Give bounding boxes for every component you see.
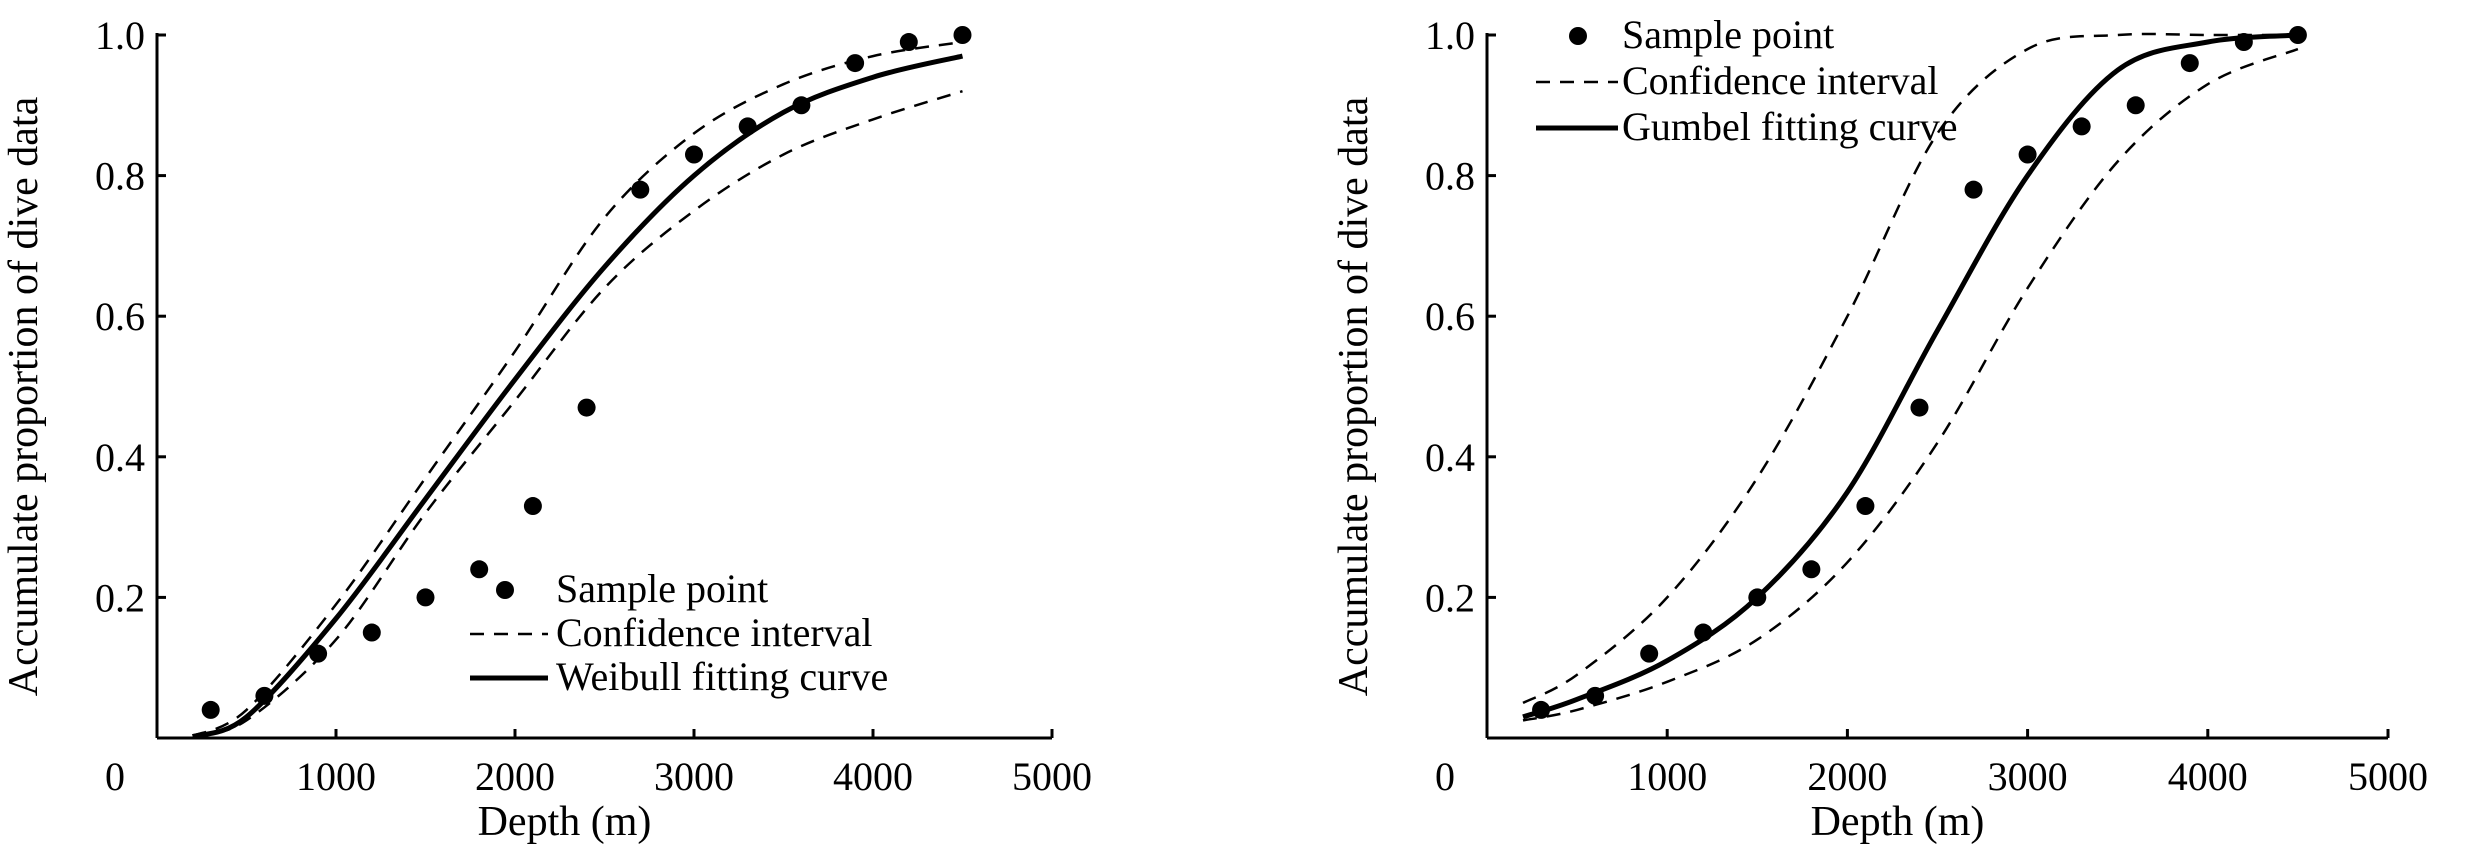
sample-point [1856, 497, 1875, 516]
y-tick-label: 0.6 [1425, 294, 1475, 339]
y-tick-label: 0.8 [95, 154, 145, 199]
sample-point [2126, 96, 2145, 115]
sample-point [953, 26, 972, 44]
confidence-interval-line [1522, 47, 2299, 722]
legend-label: Confidence interval [1622, 58, 1939, 103]
sample-point [523, 497, 542, 516]
sample-point [631, 180, 650, 199]
sample-point [2072, 117, 2091, 136]
sample-point [1640, 644, 1659, 663]
legend-label: Gumbel fitting curve [1622, 104, 1957, 149]
y-tick-label: 0.6 [95, 294, 145, 339]
y-axis-label: Accumulate proportion of dive data [1331, 96, 1377, 696]
sample-point [1964, 180, 1983, 199]
y-tick-label: 0.4 [95, 435, 145, 480]
sample-point [577, 398, 596, 417]
x-tick-label: 0 [1435, 754, 1455, 799]
x-tick-label: 5000 [1012, 754, 1092, 799]
legend-label: Sample point [1622, 12, 1834, 57]
sample-point [470, 560, 489, 579]
y-tick-label: 0.8 [1425, 154, 1475, 199]
confidence-interval-line [1522, 32, 2298, 705]
sample-point [685, 145, 703, 164]
y-tick-label: 0.2 [95, 575, 145, 620]
sample-point [846, 54, 865, 73]
x-tick-label: 3000 [1988, 754, 2068, 799]
sample-point [255, 686, 274, 705]
sample-point [899, 33, 918, 52]
x-tick-label: 4000 [833, 754, 913, 799]
x-tick-label: 2000 [1807, 754, 1887, 799]
x-tick-label: 4000 [2168, 754, 2248, 799]
fitting-curve-line [191, 53, 964, 740]
x-axis-label: Depth (m) [478, 799, 652, 845]
y-tick-label: 1.0 [95, 13, 145, 58]
sample-point [201, 700, 220, 719]
x-axis-label: Depth (m) [1811, 799, 1985, 845]
sample-point [2180, 54, 2199, 73]
confidence-interval-line [192, 40, 963, 738]
sample-point [2018, 145, 2037, 164]
legend-label: Confidence interval [556, 610, 873, 655]
legend-marker-point [1569, 27, 1587, 45]
x-tick-label: 5000 [2348, 754, 2428, 799]
legend-label: Sample point [556, 566, 768, 611]
x-tick-label: 3000 [654, 754, 734, 799]
y-axis-label: Accumulate proportion of dive data [1, 96, 47, 696]
x-tick-label: 1000 [1627, 754, 1707, 799]
x-tick-label: 2000 [475, 754, 555, 799]
sample-point [1802, 560, 1821, 579]
y-tick-label: 1.0 [1425, 13, 1475, 58]
y-tick-label: 0.4 [1425, 435, 1475, 480]
x-tick-label: 1000 [296, 754, 376, 799]
y-tick-label: 0.2 [1425, 575, 1475, 620]
sample-point [362, 623, 381, 642]
chart-weibull: 0 1000 2000 3000 4000 5000 0.2 0.4 0.6 0.8 1.0 Dept… [1, 13, 1092, 845]
fitting-curve-line [1522, 32, 2299, 720]
sample-point [1910, 398, 1929, 417]
chart-gumbel: 0 1000 2000 3000 4000 5000 0.2 0.4 0.6 0.8 1.0 Dept… [1331, 12, 2428, 845]
x-tick-label: 0 [105, 754, 125, 799]
legend-label: Weibull fitting curve [556, 654, 888, 699]
legend-marker-point [496, 581, 514, 599]
confidence-interval-line [192, 90, 963, 738]
sample-point [416, 588, 435, 607]
